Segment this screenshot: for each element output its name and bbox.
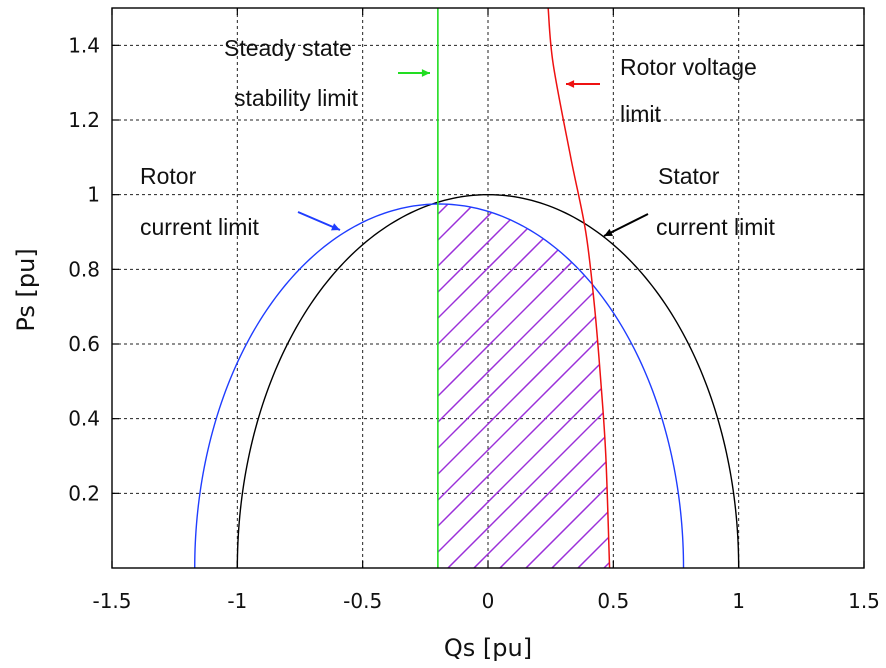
y-tick-label: 1.2 (68, 108, 100, 132)
y-tick-label: 0.8 (68, 257, 100, 281)
rotor-voltage-arrow (566, 80, 600, 88)
rotor-voltage-limit-curve (547, 8, 611, 568)
hatch-line (437, 204, 587, 568)
annotation-rotor-current-line1: Rotor (140, 163, 197, 189)
arrow-head (331, 223, 340, 231)
stator-current-limit-curve (236, 193, 740, 568)
hatch-line (437, 204, 610, 568)
annotation-rotor-voltage: Rotor voltage limit (566, 54, 757, 127)
hatch-line (437, 204, 610, 568)
x-tick-label: -0.5 (343, 589, 382, 613)
hatch-line (471, 204, 610, 568)
ticks: -1.5 -1 -0.5 0 0.5 1 1.5 0.2 0.4 0.6 0.8 1 1.2 1.4 (68, 8, 880, 613)
y-tick-label: 0.6 (68, 332, 100, 356)
stability-limit-arrow (398, 69, 430, 77)
annotation-rotor-current: Rotor current limit (140, 163, 341, 240)
hatched-region (437, 170, 886, 570)
annotation-stability-limit: Steady state stability limit (224, 35, 430, 111)
y-tick-label: 0.2 (68, 481, 100, 505)
rotor-current-arrow (297, 211, 341, 231)
hatch-line (437, 204, 509, 568)
x-tick-label: 1.5 (848, 589, 880, 613)
x-tick-label: 0.5 (597, 589, 629, 613)
annotation-stator-current: Stator current limit (603, 163, 775, 240)
x-tick-label: -1 (227, 589, 247, 613)
stator-current-arrow (603, 213, 649, 237)
arrow-shaft (603, 213, 649, 237)
x-tick-label: -1.5 (92, 589, 131, 613)
rotor-current-limit-curve (194, 203, 685, 568)
series-layer (194, 8, 740, 568)
x-axis-title: Qs [pu] (444, 634, 532, 662)
y-axis-title: Ps [pu] (12, 248, 40, 331)
annotation-stator-current-line1: Stator (658, 163, 720, 189)
x-tick-label: 0 (482, 589, 495, 613)
annotation-rotor-current-line2: current limit (140, 214, 259, 240)
annotation-stability-line1: Steady state (224, 35, 352, 61)
hatch-line (437, 204, 610, 568)
y-tick-label: 1.4 (68, 33, 100, 57)
annotation-stator-current-line2: current limit (656, 214, 775, 240)
annotation-stability-line2: stability limit (234, 85, 359, 111)
hatch-line (523, 204, 610, 568)
arrow-head (566, 80, 575, 88)
y-tick-label: 1 (87, 183, 100, 207)
y-tick-label: 0.4 (68, 407, 100, 431)
hatch-line (437, 204, 610, 568)
annotation-rotor-voltage-line2: limit (620, 101, 661, 127)
plot-background (112, 8, 864, 568)
grid (112, 8, 864, 568)
hatch-line (497, 204, 610, 568)
x-tick-label: 1 (732, 589, 745, 613)
arrow-head (421, 69, 430, 77)
arrow-head (604, 228, 613, 236)
hatch-line (437, 204, 610, 568)
annotation-rotor-voltage-line1: Rotor voltage (620, 54, 757, 80)
hatch-line (437, 204, 535, 568)
hatch-lines (437, 170, 886, 570)
hatch-line (437, 204, 561, 568)
hatch-line (445, 204, 610, 568)
hatch-line (862, 170, 886, 570)
hatch-line (437, 204, 610, 568)
